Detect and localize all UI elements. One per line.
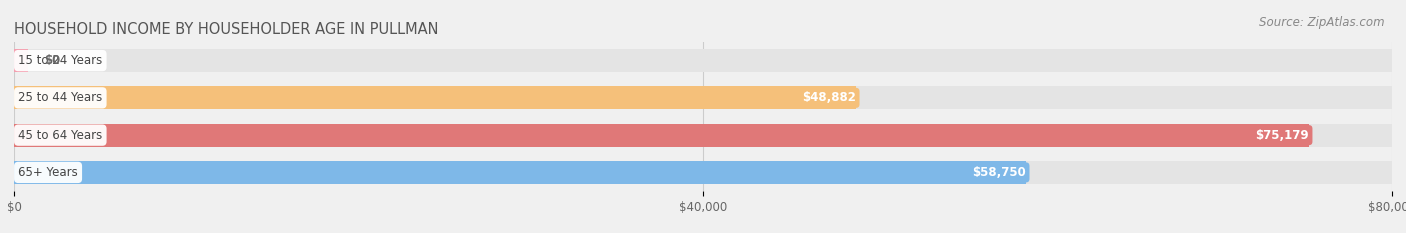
Text: Source: ZipAtlas.com: Source: ZipAtlas.com [1260, 16, 1385, 29]
Text: 25 to 44 Years: 25 to 44 Years [18, 91, 103, 104]
Bar [14, 86, 1392, 110]
Bar [14, 123, 1309, 147]
Text: 65+ Years: 65+ Years [18, 166, 77, 179]
Bar [14, 161, 1026, 184]
Text: 45 to 64 Years: 45 to 64 Years [18, 129, 103, 142]
Text: $48,882: $48,882 [801, 91, 856, 104]
Bar [14, 161, 1392, 184]
Bar [14, 86, 856, 110]
Bar [14, 49, 1392, 72]
Text: HOUSEHOLD INCOME BY HOUSEHOLDER AGE IN PULLMAN: HOUSEHOLD INCOME BY HOUSEHOLDER AGE IN P… [14, 22, 439, 37]
Text: $0: $0 [45, 54, 60, 67]
Text: 15 to 24 Years: 15 to 24 Years [18, 54, 103, 67]
Text: $75,179: $75,179 [1256, 129, 1309, 142]
Text: $58,750: $58,750 [972, 166, 1026, 179]
Bar [14, 49, 28, 72]
Bar [14, 123, 1392, 147]
